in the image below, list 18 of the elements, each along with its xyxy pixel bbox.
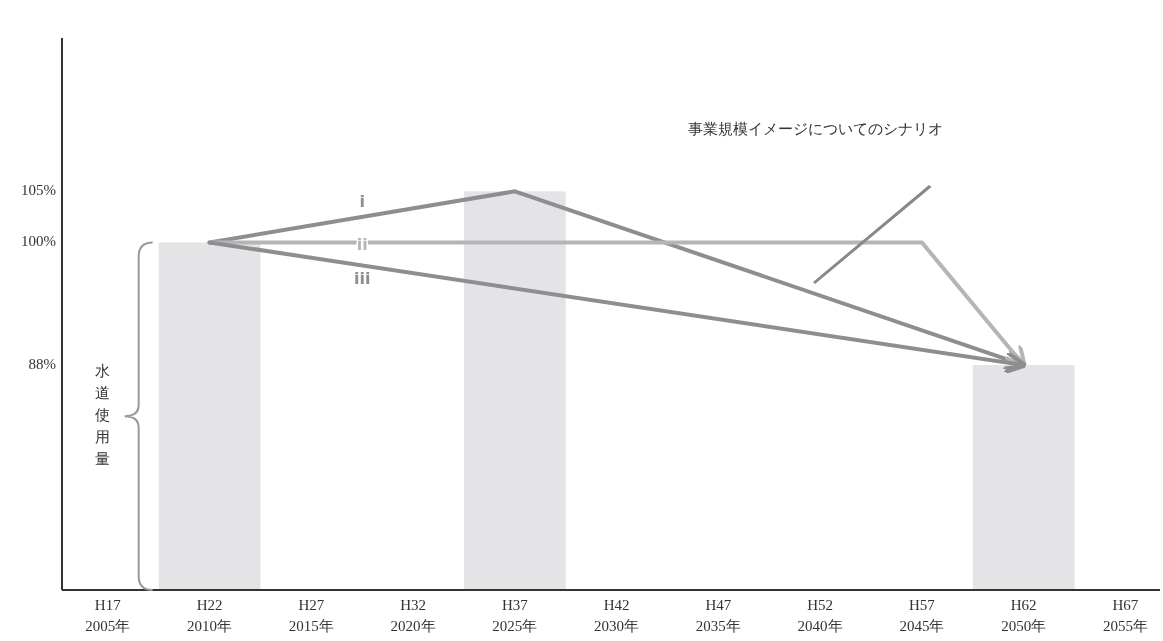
x-tick-label: H32 2020年 [390, 597, 436, 634]
y-tick-label: 88% [28, 355, 56, 372]
x-tick-label: H37 2025年 [492, 597, 538, 634]
y-tick-label: 100% [21, 232, 56, 249]
x-tick-label: H27 2015年 [288, 597, 334, 634]
series-label: iii [353, 268, 371, 288]
x-tick-label: H47 2035年 [695, 597, 741, 634]
x-tick-label: H52 2040年 [797, 597, 843, 634]
x-tick-label: H17 2005年 [85, 597, 131, 634]
x-tick-label: H62 2050年 [1001, 597, 1047, 634]
series-label: i [359, 192, 365, 212]
x-tick-label: H57 2045年 [899, 597, 945, 634]
y-tick-label: 105% [21, 181, 56, 198]
x-tick-label: H22 2010年 [187, 597, 233, 634]
annotation: 水道使用量 [95, 363, 111, 468]
annotation: 事業規模イメージについてのシナリオ [687, 121, 943, 137]
x-tick-label: H42 2030年 [594, 597, 640, 634]
x-tick-label: H67 2055年 [1102, 597, 1148, 634]
